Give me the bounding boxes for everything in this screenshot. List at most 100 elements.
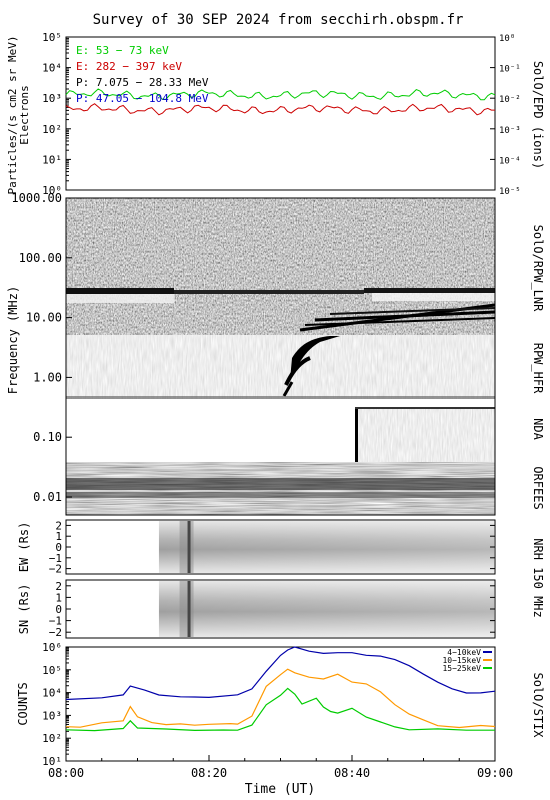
ew-y-tick-label: −2 [49, 563, 62, 576]
lnr-white-band [372, 293, 495, 301]
drift-burst [329, 307, 496, 315]
radio-y-tick-label: 0.01 [33, 490, 62, 504]
ew-y-tick-label: −1 [49, 552, 62, 565]
stix-series-lines [65, 646, 496, 732]
stix-right-label: SolO/STIX [531, 672, 545, 738]
radio-y-tick-label: 10.00 [26, 311, 62, 325]
epd-series-line [65, 103, 495, 116]
lnr-spectrogram [66, 198, 495, 335]
radio-ylabel: Frequency (MHz) [6, 286, 20, 394]
ew-y-tick-label: 1 [55, 530, 62, 543]
x-tick-label: 08:00 [48, 766, 84, 780]
sn-y-tick-label: 0 [55, 603, 62, 616]
epd-series-line [65, 88, 496, 101]
epd-legend-entry: P: 47.05 − 104.8 MeV [76, 92, 209, 105]
lnr-white-band [66, 294, 174, 303]
nrh-ew-ylabel: EW (Rs) [17, 522, 31, 573]
epd-plot-frame [65, 36, 496, 191]
stix-plot-frame [65, 646, 496, 762]
epd-y2-tick-label: 10⁻⁴ [499, 156, 521, 166]
ew-y-tick-label: 0 [55, 541, 62, 554]
x-axis-label: Time (UT) [245, 782, 315, 797]
stix-y-tick-label: 10⁶ [42, 641, 62, 654]
nrh-sn-panel: 210−1−2 SN (Rs) NRH 150 MHz [17, 538, 545, 639]
stix-legend-label: 15−25keV [442, 664, 481, 673]
sn-y-tick-label: 2 [55, 580, 62, 593]
epd-y-axis: 10⁰ 10¹ 10² 10³ 10⁴ 10⁵ [42, 31, 71, 197]
epd-legend: E: 53 − 73 keV E: 282 − 397 keV P: 7.075 −… [76, 44, 209, 105]
nda-start-edge [355, 407, 358, 462]
stix-series-line [65, 646, 496, 701]
radio-y-axis: 0.01 0.10 1.00 10.00 100.00 1000.00 [11, 191, 72, 504]
stix-y-axis: 10¹ 10² 10³ 10⁴ 10⁵ 10⁶ [42, 641, 71, 768]
radio-y-tick-label: 0.10 [33, 430, 62, 444]
stix-y-tick-label: 10¹ [42, 755, 62, 768]
epd-y-tick-label: 10² [42, 123, 62, 136]
stix-panel: 10¹ 10² 10³ 10⁴ 10⁵ 10⁶ 4−10keV10−15keV15−25k… [16, 641, 545, 797]
radio-plot-frame [65, 197, 496, 516]
nda-top-edge [355, 407, 495, 409]
sn-y-tick-label: −2 [49, 626, 62, 639]
epd-ylabel-line1: Particles/(s cm2 sr MeV) [6, 36, 19, 195]
orfees-dark-band [66, 478, 495, 490]
hfr-bottom-edge [66, 396, 495, 399]
nrh-sn-fade [158, 581, 494, 637]
epd-y2-tick-label: 10⁻² [499, 95, 521, 105]
nrh-ew-bright-line [187, 521, 191, 573]
radio-y-tick-label: 100.00 [19, 251, 62, 265]
epd-y2-tick-label: 10⁰ [499, 34, 515, 44]
ew-y-tick-label: 2 [55, 519, 62, 532]
epd-y-tick-label: 10⁴ [42, 62, 62, 75]
epd-y2-tick-label: 10⁻³ [499, 126, 521, 136]
epd-y-tick-label: 10⁰ [42, 184, 62, 197]
epd-legend-entry: E: 53 − 73 keV [76, 44, 169, 57]
drift-burst [314, 310, 496, 322]
stix-y-tick-label: 10⁵ [42, 664, 62, 677]
epd-y2-tick-label: 10⁻¹ [499, 65, 521, 75]
nrh-ew-fade [158, 521, 494, 573]
sn-y-tick-label: 1 [55, 591, 62, 604]
stix-series-line [65, 687, 495, 732]
radio-instrument-label: RPW_HFR [531, 343, 545, 394]
nrh-sn-band [179, 581, 194, 637]
radio-y-tick-label: 1.00 [33, 370, 62, 384]
radio-y-tick-label: 1000.00 [11, 191, 62, 205]
time-x-axis: 08:00 08:20 08:40 09:00 [48, 755, 513, 780]
epd-right-label: SolO/EPD (ions) [531, 61, 545, 169]
orfees-dark-band [66, 492, 495, 498]
epd-y-tick-label: 10⁵ [42, 31, 62, 44]
nrh-right-label: NRH 150 MHz [531, 538, 545, 617]
epd-ylabel-line2: Electrons [18, 85, 31, 145]
nrh-sn-y-axis: 210−1−2 [49, 580, 495, 639]
nrh-sn-bright-line [187, 581, 191, 637]
hfr-burst [284, 356, 311, 386]
lnr-dark-band [66, 288, 174, 294]
radio-instrument-labels: SolO/RPW_LNR RPW_HFR NDA ORFEES [531, 225, 545, 510]
epd-legend-entry: P: 7.075 − 28.33 MeV [76, 76, 209, 89]
nrh-ew-y-axis: 210−1−2 [49, 519, 495, 576]
stix-y-tick-label: 10² [42, 732, 62, 745]
epd-y2-axis: 10⁻⁵ 10⁻⁴ 10⁻³ 10⁻² 10⁻¹ 10⁰ [490, 34, 521, 197]
lnr-dark-band [364, 288, 495, 293]
stix-series-line [65, 668, 496, 729]
nrh-sn-ylabel: SN (Rs) [17, 584, 31, 635]
drift-burst [304, 317, 496, 326]
lnr-dark-band [174, 290, 364, 294]
epd-y2-tick-label: 10⁻⁵ [499, 187, 521, 197]
stix-legend-label: 10−15keV [442, 656, 481, 665]
epd-legend-entry: E: 282 − 397 keV [76, 60, 182, 73]
radio-instrument-label: ORFEES [531, 466, 545, 509]
stix-legend-label: 4−10keV [447, 648, 481, 657]
radio-instrument-label: NDA [531, 418, 545, 440]
epd-y-tick-label: 10¹ [42, 153, 62, 166]
radio-instrument-label: SolO/RPW_LNR [531, 225, 545, 312]
nrh-ew-panel: 210−1−2 EW (Rs) [17, 519, 496, 576]
hfr-burst [290, 336, 340, 380]
x-tick-label: 08:40 [334, 766, 370, 780]
radio-spectrogram-panel: 0.01 0.10 1.00 10.00 100.00 1000.00 Frequency… [6, 191, 545, 516]
x-tick-label: 08:20 [191, 766, 227, 780]
sn-y-tick-label: −1 [49, 615, 62, 628]
